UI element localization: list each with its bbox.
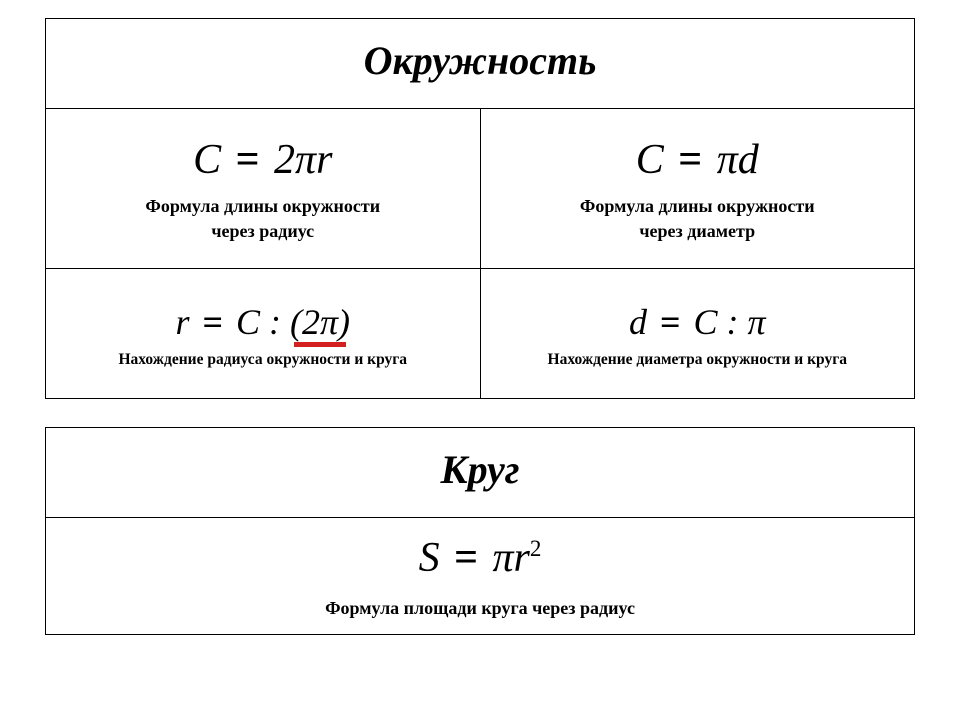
disk-table: Круг S = πr2 Формула площади круга через…: [45, 427, 915, 635]
caption-c-pid: Формула длины окружностичерез диаметр: [481, 194, 915, 243]
caption-c-2pir: Формула длины окружностичерез радиус: [46, 194, 480, 243]
formula-d: d = C : π: [481, 301, 915, 343]
formula-cell-c-2pir: C = 2πr Формула длины окружностичерез ра…: [46, 109, 481, 269]
circle-header-cell: Окружность: [46, 19, 915, 109]
disk-header-cell: Круг: [46, 428, 915, 518]
formula-area: S = πr2: [46, 534, 914, 582]
table-gap: [45, 399, 915, 427]
formula-r: r = C : (2π): [46, 301, 480, 343]
caption-area: Формула площади круга через радиус: [46, 596, 914, 620]
disk-title: Круг: [46, 446, 914, 493]
caption-d: Нахождение диаметра окружности и круга: [481, 351, 915, 369]
formula-c-pid: C = πd: [481, 136, 915, 184]
formula-cell-d: d = C : π Нахождение диаметра окружности…: [480, 269, 915, 399]
circle-table: Окружность C = 2πr Формула длины окружно…: [45, 18, 915, 399]
circle-title: Окружность: [46, 37, 914, 84]
formula-cell-c-pid: C = πd Формула длины окружностичерез диа…: [480, 109, 915, 269]
formula-cell-r: r = C : (2π) Нахождение радиуса окружнос…: [46, 269, 481, 399]
caption-r: Нахождение радиуса окружности и круга: [46, 351, 480, 369]
formula-c-2pir: C = 2πr: [46, 136, 480, 184]
formula-cell-area: S = πr2 Формула площади круга через ради…: [46, 518, 915, 635]
